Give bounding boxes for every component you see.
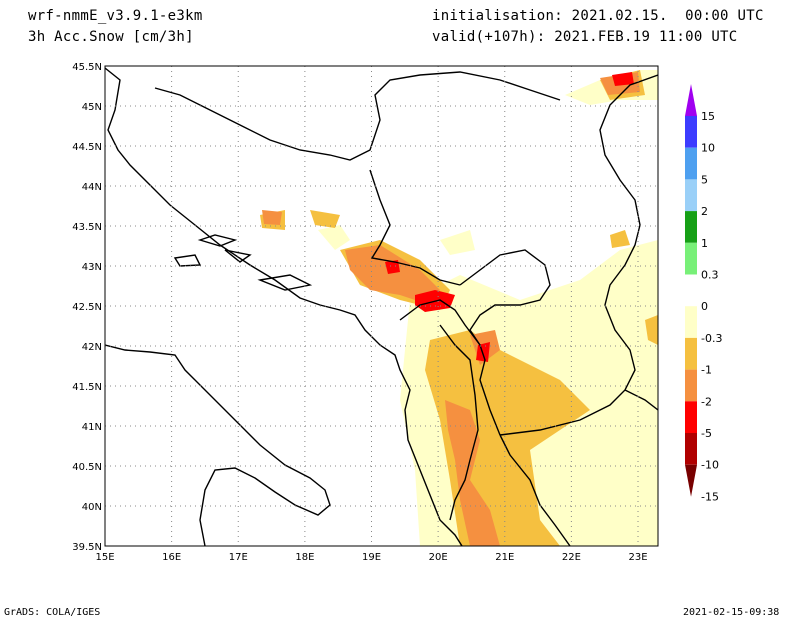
colorbar-label: 5: [701, 173, 708, 186]
init-time: initialisation: 2021.02.15. 00:00 UTC: [432, 8, 764, 24]
lon-tick-label: 20E: [429, 552, 448, 563]
lon-tick-label: 23E: [628, 552, 647, 563]
coastlines-borders: [105, 67, 658, 546]
colorbar-swatch: [685, 369, 697, 402]
colorbar-label: -2: [701, 395, 712, 408]
lat-tick-label: 43N: [82, 262, 102, 273]
map-frame: [104, 65, 659, 547]
lat-tick-label: 44.5N: [72, 142, 102, 153]
graticule: [105, 66, 658, 546]
lat-tick-label: 41.5N: [72, 382, 102, 393]
lat-tick-label: 44N: [82, 182, 102, 193]
valid-time: valid(+107h): 2021.FEB.19 11:00 UTC: [432, 29, 738, 45]
colorbar-label: -5: [701, 427, 712, 440]
lon-tick-label: 22E: [562, 552, 581, 563]
lat-tick-label: 39.5N: [72, 542, 102, 553]
lon-tick-label: 19E: [362, 552, 381, 563]
colorbar-label: 2: [701, 205, 708, 218]
lat-tick-label: 45N: [82, 102, 102, 113]
field-title: 3h Acc.Snow [cm/3h]: [28, 29, 194, 45]
colorbar-label: -1: [701, 364, 712, 377]
lon-tick-label: 16E: [162, 552, 181, 563]
colorbar: 15 10 5 2 1 0.3 0 -0.3 -1 -2 -5 -10 -15: [685, 84, 722, 503]
colorbar-swatch: [685, 242, 697, 275]
colorbar-swatch: [685, 274, 697, 307]
latitude-axis: 45.5N 45N 44.5N 44N 43.5N 43N 42.5N 42N 41.5N 41N…: [72, 62, 102, 553]
colorbar-swatch: [685, 211, 697, 243]
lon-tick-label: 21E: [495, 552, 514, 563]
lon-tick-label: 18E: [295, 552, 314, 563]
colorbar-label: -0.3: [701, 332, 722, 345]
lat-tick-label: 40.5N: [72, 462, 102, 473]
lat-tick-label: 40N: [82, 502, 102, 513]
lon-tick-label: 15E: [95, 552, 114, 563]
colorbar-swatch: [685, 306, 697, 338]
lat-tick-label: 43.5N: [72, 222, 102, 233]
colorbar-top-arrow: [685, 84, 697, 116]
lat-tick-label: 42N: [82, 342, 102, 353]
colorbar-swatch: [685, 179, 697, 212]
colorbar-swatch: [685, 337, 697, 370]
lat-tick-label: 42.5N: [72, 302, 102, 313]
colorbar-label: 15: [701, 110, 715, 123]
colorbar-swatch: [685, 401, 697, 433]
snow-field: [260, 70, 658, 546]
colorbar-swatch: [685, 147, 697, 180]
colorbar-label: 1: [701, 237, 708, 250]
footer-timestamp: 2021-02-15-09:38: [683, 607, 780, 618]
model-title: wrf-nmmE_v3.9.1-e3km: [28, 8, 203, 24]
colorbar-swatch: [685, 433, 697, 465]
colorbar-label: -15: [701, 490, 719, 503]
lat-tick-label: 41N: [82, 422, 102, 433]
colorbar-label: 10: [701, 142, 715, 155]
lat-tick-label: 45.5N: [72, 62, 102, 73]
lon-tick-label: 17E: [229, 552, 248, 563]
footer-credit: GrADS: COLA/IGES: [4, 607, 101, 618]
colorbar-label: 0.3: [701, 269, 719, 282]
colorbar-label: 0: [701, 300, 708, 313]
colorbar-swatch: [685, 116, 697, 148]
colorbar-bottom-arrow: [685, 464, 697, 497]
colorbar-label: -10: [701, 459, 719, 472]
longitude-axis: 15E 16E 17E 18E 19E 20E 21E 22E 23E: [95, 552, 647, 563]
